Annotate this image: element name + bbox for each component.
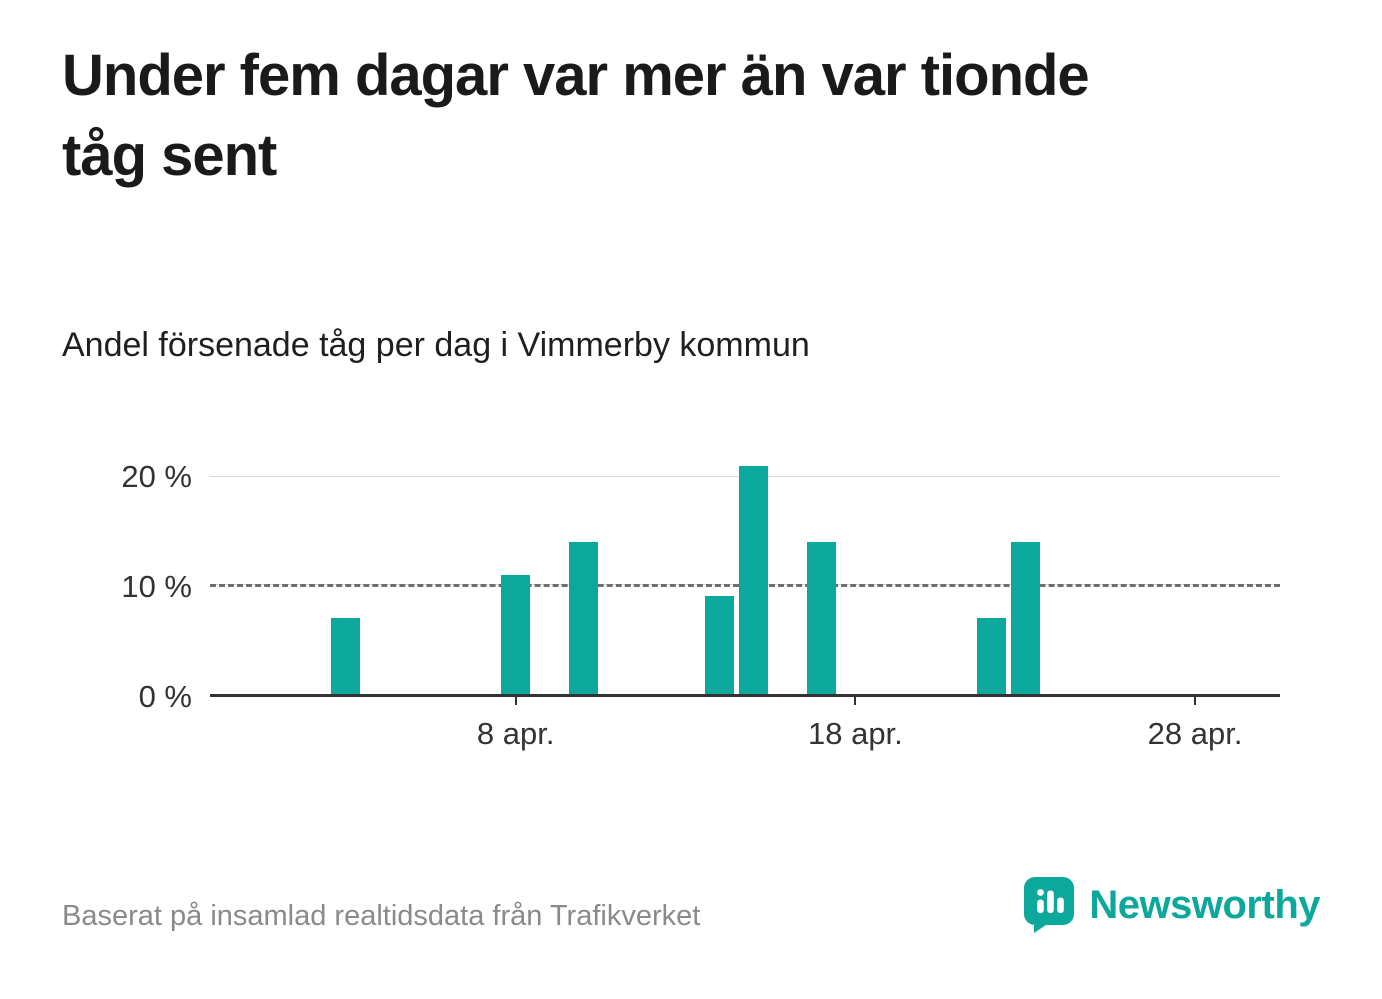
plot-area: [210, 455, 1280, 705]
bar: [705, 596, 734, 694]
chart-subtitle: Andel försenade tåg per dag i Vimmerby k…: [62, 326, 810, 364]
y-tick-label: 20 %: [121, 459, 192, 494]
bar: [501, 574, 531, 694]
bar: [739, 465, 768, 694]
y-tick-label: 10 %: [121, 569, 192, 604]
x-tick-mark: [514, 694, 517, 705]
bar: [806, 541, 836, 694]
bar: [569, 541, 599, 694]
chart-title: Under fem dagar var mer än var tionde tå…: [62, 43, 1090, 189]
newsworthy-logo: Newsworthy: [1023, 874, 1320, 936]
y-axis-labels: 0 % 10 % 20 %: [40, 455, 192, 714]
bar: [976, 617, 1006, 694]
x-axis-labels: 8 apr. 18 apr. 28 apr.: [210, 716, 1280, 760]
brand-name: Newsworthy: [1089, 882, 1320, 927]
x-tick-label: 28 apr.: [1147, 716, 1243, 751]
bar: [1010, 541, 1040, 694]
x-tick-mark: [854, 694, 857, 705]
source-note: Baserat på insamlad realtidsdata från Tr…: [62, 900, 701, 932]
x-tick-label: 8 apr.: [476, 716, 555, 751]
bar: [331, 617, 361, 694]
x-tick-mark: [1194, 694, 1197, 705]
x-tick-label: 18 apr.: [807, 716, 903, 751]
newsworthy-logo-icon: [1024, 877, 1075, 933]
y-tick-label: 0 %: [138, 679, 192, 714]
